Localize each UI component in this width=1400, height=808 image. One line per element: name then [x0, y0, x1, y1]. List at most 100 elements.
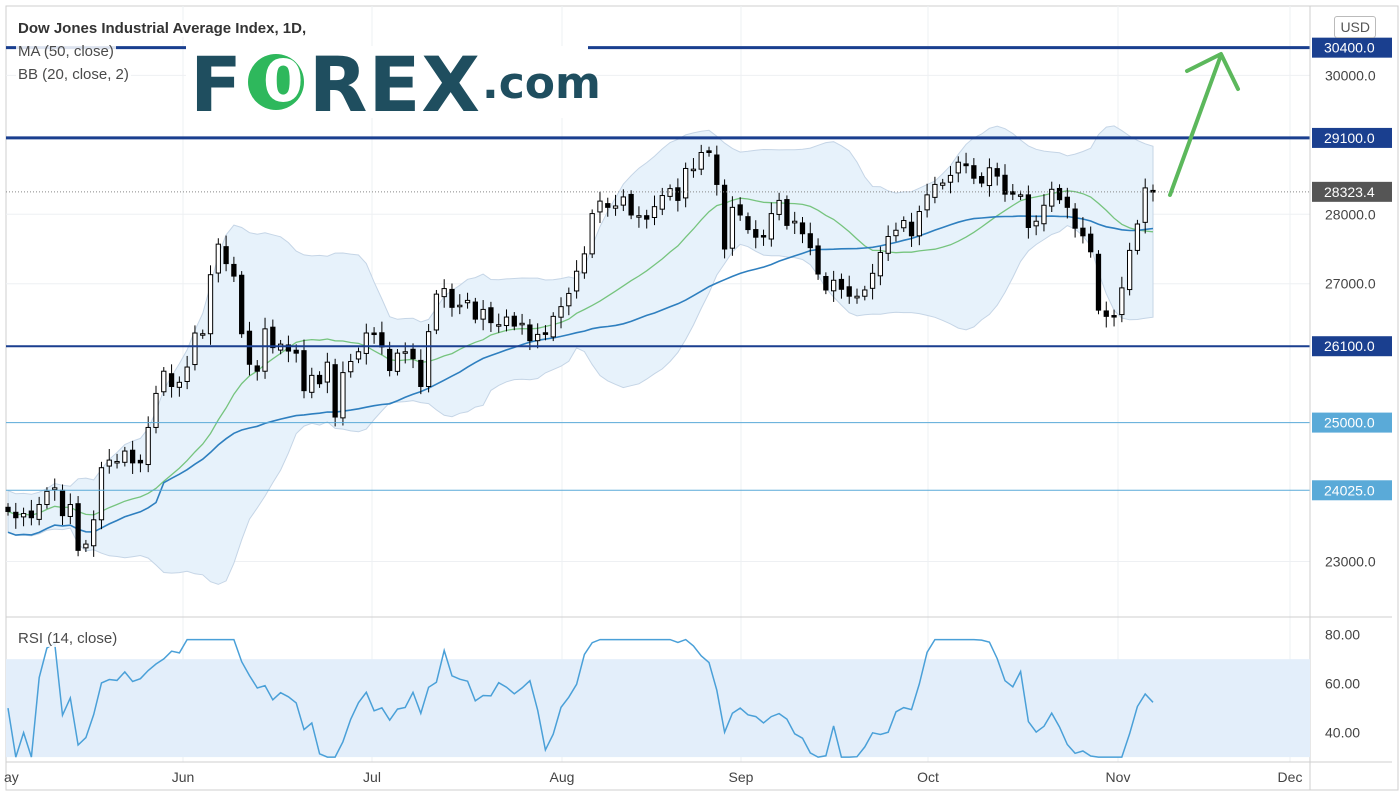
candle[interactable] — [106, 459, 112, 467]
candle[interactable] — [91, 519, 97, 547]
candle[interactable] — [885, 236, 891, 254]
candle[interactable] — [589, 213, 595, 255]
candle[interactable] — [285, 344, 292, 352]
candle[interactable] — [971, 165, 977, 179]
candle[interactable] — [387, 348, 393, 372]
candle[interactable] — [410, 348, 416, 360]
candle[interactable] — [1041, 204, 1047, 225]
candle[interactable] — [1049, 188, 1055, 207]
candle[interactable] — [433, 293, 440, 331]
candle[interactable] — [472, 301, 478, 320]
candle[interactable] — [924, 194, 930, 211]
candle[interactable] — [1142, 187, 1148, 223]
candle[interactable] — [683, 167, 689, 199]
candle[interactable] — [129, 449, 136, 464]
candle[interactable] — [1017, 194, 1024, 197]
candle[interactable] — [464, 299, 471, 304]
candle[interactable] — [893, 229, 899, 237]
candle[interactable] — [1025, 194, 1032, 228]
candle[interactable] — [1010, 191, 1016, 195]
candle[interactable] — [137, 459, 144, 464]
candle[interactable] — [994, 168, 1000, 177]
candle[interactable] — [605, 203, 611, 208]
candle[interactable] — [776, 199, 782, 215]
candle[interactable] — [527, 324, 533, 342]
candle[interactable] — [1080, 227, 1086, 237]
candle[interactable] — [675, 187, 681, 201]
candle[interactable] — [542, 332, 549, 335]
candle[interactable] — [316, 374, 323, 385]
candle[interactable] — [667, 188, 673, 197]
candle[interactable] — [418, 359, 424, 387]
candle[interactable] — [535, 333, 541, 342]
candle[interactable] — [846, 286, 852, 297]
candle[interactable] — [690, 168, 697, 172]
candle[interactable] — [379, 332, 385, 348]
candle[interactable] — [558, 306, 564, 318]
candle[interactable] — [932, 183, 938, 198]
candle[interactable] — [511, 315, 517, 327]
candle[interactable] — [176, 381, 183, 388]
candle[interactable] — [838, 278, 845, 290]
candle[interactable] — [449, 288, 455, 308]
candle[interactable] — [659, 195, 665, 210]
candle[interactable] — [986, 167, 993, 187]
candle[interactable] — [753, 229, 759, 238]
candle[interactable] — [1103, 310, 1109, 317]
candle[interactable] — [1134, 223, 1141, 251]
candle[interactable] — [940, 182, 946, 186]
candle[interactable] — [340, 372, 346, 419]
candle[interactable] — [721, 184, 728, 250]
candle[interactable] — [223, 246, 229, 265]
candle[interactable] — [394, 352, 401, 372]
candle[interactable] — [59, 489, 66, 517]
candle[interactable] — [1056, 187, 1063, 201]
candle[interactable] — [122, 450, 128, 463]
candle[interactable] — [901, 220, 907, 229]
candle[interactable] — [908, 221, 915, 237]
candle[interactable] — [145, 426, 151, 466]
candle[interactable] — [348, 360, 354, 373]
candle[interactable] — [355, 351, 362, 360]
candle[interactable] — [402, 351, 408, 354]
candle[interactable] — [612, 205, 619, 209]
candle[interactable] — [597, 200, 603, 213]
candle[interactable] — [98, 467, 105, 521]
candle[interactable] — [760, 235, 767, 238]
candle[interactable] — [792, 220, 798, 224]
candle[interactable] — [192, 332, 198, 366]
candle[interactable] — [207, 274, 214, 335]
candle[interactable] — [628, 193, 634, 216]
candle[interactable] — [862, 289, 868, 297]
candle[interactable] — [1119, 287, 1125, 316]
candle[interactable] — [309, 374, 315, 393]
candle[interactable] — [239, 274, 245, 335]
candle[interactable] — [371, 332, 377, 336]
candle[interactable] — [457, 304, 463, 308]
candle[interactable] — [799, 222, 806, 235]
candle[interactable] — [877, 251, 884, 277]
candle[interactable] — [1126, 249, 1133, 291]
candle[interactable] — [5, 506, 11, 512]
candle[interactable] — [651, 206, 658, 218]
candle[interactable] — [441, 288, 447, 298]
candle[interactable] — [153, 392, 159, 428]
candle[interactable] — [83, 543, 89, 549]
candle[interactable] — [215, 243, 221, 274]
currency-button[interactable]: USD — [1334, 16, 1376, 38]
candle[interactable] — [28, 510, 35, 519]
candle[interactable] — [332, 364, 338, 418]
candle[interactable] — [161, 370, 167, 393]
candle[interactable] — [262, 328, 268, 372]
candle[interactable] — [1088, 233, 1094, 253]
candle[interactable] — [854, 295, 860, 299]
candle[interactable] — [978, 176, 985, 184]
candle[interactable] — [519, 322, 525, 326]
candle[interactable] — [823, 276, 829, 291]
candle[interactable] — [573, 270, 580, 292]
candle[interactable] — [1064, 196, 1070, 208]
candle[interactable] — [503, 316, 510, 327]
candle[interactable] — [947, 174, 954, 183]
candle[interactable] — [706, 150, 712, 154]
